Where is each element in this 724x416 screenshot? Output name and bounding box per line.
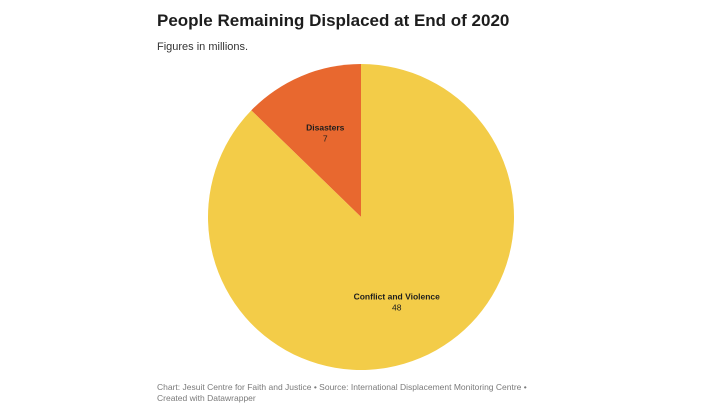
pie-slice-disasters [251, 64, 361, 217]
chart-footer: Chart: Jesuit Centre for Faith and Justi… [157, 382, 527, 403]
pie-slice-conflict-and-violence [208, 64, 515, 370]
slice-value-conflict-and-violence: 48 [392, 303, 402, 313]
chart-subtitle: Figures in millions. [157, 41, 249, 53]
slice-label-disasters: Disasters [306, 122, 345, 132]
chart-title: People Remaining Displaced at End of 202… [157, 11, 510, 30]
slice-value-disasters: 7 [323, 133, 328, 143]
slice-label-conflict-and-violence: Conflict and Violence [354, 292, 441, 302]
